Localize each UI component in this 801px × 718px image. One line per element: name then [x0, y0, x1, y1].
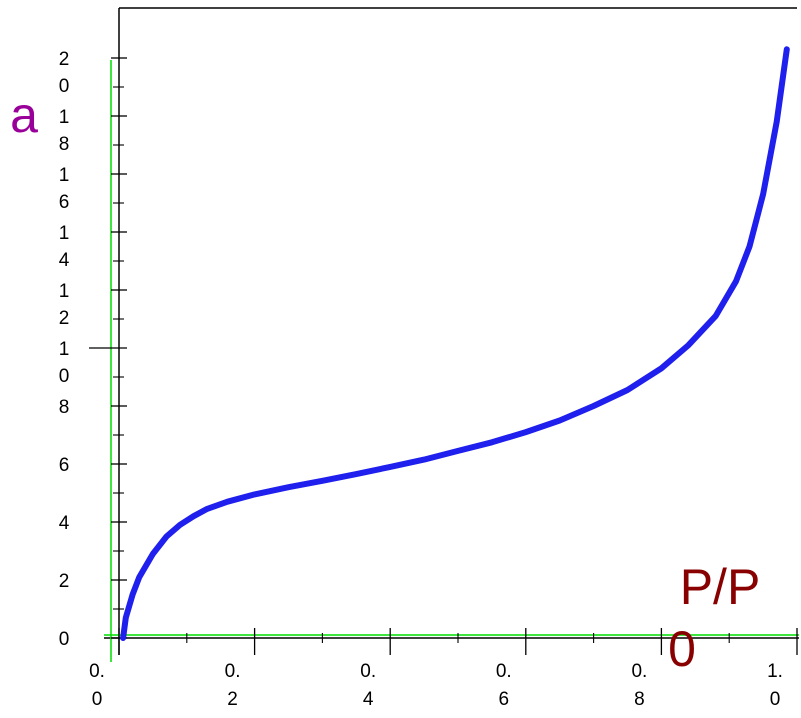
- y-tick-label: 0: [59, 629, 70, 650]
- axis-guides: [104, 60, 799, 662]
- x-tick-label: 0: [770, 689, 781, 710]
- x-tick-label: 0.: [496, 661, 512, 682]
- y-tick-label: 2: [59, 308, 70, 329]
- axis-titles: a P/P 0: [10, 87, 760, 677]
- y-tick-label: 6: [59, 455, 70, 476]
- y-tick-label: 4: [59, 250, 70, 271]
- y-tick-label: 1: [59, 165, 70, 186]
- y-tick-label: 0: [59, 76, 70, 97]
- x-tick-label: 0: [92, 689, 103, 710]
- x-axis-title: P/P: [680, 559, 761, 615]
- axis-ticks: [89, 57, 798, 655]
- y-tick-label: 8: [59, 134, 70, 155]
- y-tick-label: 0: [59, 366, 70, 387]
- x-tick-label: 0.: [360, 661, 376, 682]
- x-axis-title-subscript: 0: [668, 621, 696, 677]
- y-tick-label: 1: [59, 223, 70, 244]
- y-tick-label: 4: [59, 513, 70, 534]
- x-tick-label: 1.: [767, 661, 783, 682]
- x-tick-label: 0.: [631, 661, 647, 682]
- x-tick-label: 6: [499, 689, 510, 710]
- x-tick-label: 4: [363, 689, 374, 710]
- x-tick-label: 0.: [225, 661, 241, 682]
- series-layer: [120, 46, 790, 641]
- x-tick-label: 0.: [89, 661, 105, 682]
- x-tick-label: 2: [227, 689, 238, 710]
- y-tick-label: 8: [59, 397, 70, 418]
- series-line: [120, 46, 790, 641]
- y-tick-label: 2: [59, 49, 70, 70]
- plot-frame: [104, 7, 799, 655]
- y-tick-label: 6: [59, 192, 70, 213]
- y-tick-label: 1: [59, 339, 70, 360]
- y-axis-title: a: [10, 87, 38, 143]
- y-tick-label: 2: [59, 571, 70, 592]
- y-tick-label: 1: [59, 281, 70, 302]
- y-tick-label: 1: [59, 107, 70, 128]
- x-tick-label: 8: [634, 689, 645, 710]
